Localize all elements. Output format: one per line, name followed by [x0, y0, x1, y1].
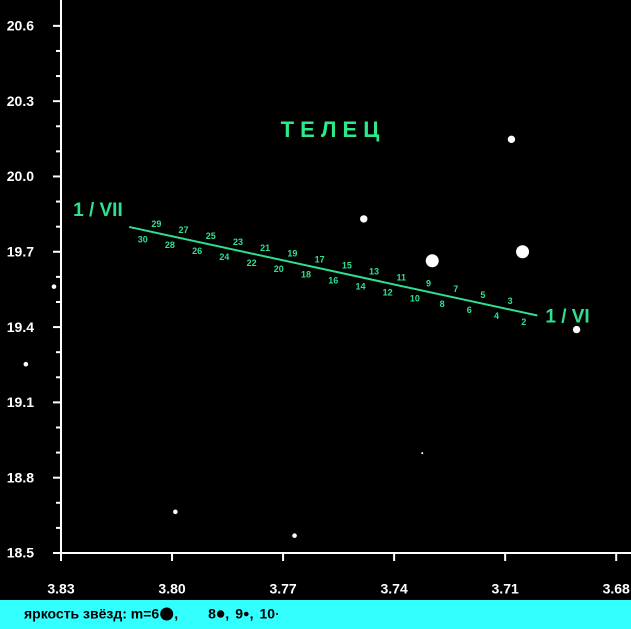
path-label: 1 / VII [73, 200, 123, 221]
x-tick-label: 3.71 [492, 581, 519, 597]
legend-dot [216, 610, 225, 618]
star [23, 361, 29, 367]
day-label: 21 [260, 243, 270, 253]
day-label: 10 [410, 293, 420, 303]
day-label: 28 [165, 240, 175, 250]
legend-value: 8 [208, 606, 216, 622]
legend-value: 9 [235, 606, 243, 622]
day-label: 17 [315, 255, 325, 265]
legend-separator: , [250, 606, 254, 622]
legend-bar [0, 600, 631, 629]
y-tick-label: 20.0 [7, 168, 34, 184]
legend-value: 10 [259, 606, 275, 622]
day-label: 15 [342, 261, 352, 271]
x-tick-label: 3.83 [47, 581, 74, 597]
star [173, 509, 178, 515]
day-label: 14 [355, 282, 365, 292]
day-label: 3 [508, 296, 513, 306]
day-label: 27 [179, 225, 189, 235]
legend-dot [243, 611, 249, 617]
star [507, 135, 516, 144]
x-tick-label: 3.80 [158, 581, 185, 597]
y-tick-label: 20.3 [7, 93, 34, 109]
legend-dot [160, 607, 174, 621]
y-tick-label: 20.6 [7, 18, 34, 34]
path-label: 1 / VI [545, 307, 589, 328]
legend-separator: , [174, 606, 178, 622]
day-label: 2 [521, 317, 526, 327]
star [421, 452, 424, 455]
y-tick-label: 19.4 [7, 319, 34, 335]
x-tick-label: 3.74 [380, 581, 407, 597]
day-label: 26 [192, 246, 202, 256]
day-label: 20 [274, 264, 284, 274]
day-label: 16 [328, 276, 338, 286]
y-tick-label: 18.5 [7, 545, 34, 561]
legend-value: 6 [151, 606, 159, 622]
day-label: 12 [383, 287, 393, 297]
day-label: 6 [467, 305, 472, 315]
day-label: 19 [287, 249, 297, 259]
star [425, 254, 439, 268]
star [572, 325, 581, 334]
y-tick-label: 19.7 [7, 243, 34, 259]
day-label: 30 [138, 234, 148, 244]
day-label: 24 [219, 252, 229, 262]
day-label: 4 [494, 311, 499, 321]
y-tick-label: 19.1 [7, 394, 34, 410]
chart-title: Т Е Л Е Ц [281, 117, 380, 142]
day-label: 29 [151, 219, 161, 229]
day-label: 23 [233, 237, 243, 247]
day-label: 7 [453, 284, 458, 294]
day-label: 13 [369, 266, 379, 276]
star [360, 215, 368, 223]
x-tick-label: 3.77 [269, 581, 296, 597]
y-tick-label: 18.8 [7, 469, 34, 485]
day-label: 18 [301, 270, 311, 280]
legend-dot [276, 613, 279, 615]
day-label: 9 [426, 278, 431, 288]
day-label: 22 [247, 258, 257, 268]
day-label: 25 [206, 231, 216, 241]
star [51, 284, 57, 289]
planet-path [128, 225, 538, 317]
legend-separator: , [225, 606, 229, 622]
day-label: 5 [480, 290, 485, 300]
x-tick-label: 3.68 [603, 581, 630, 597]
star [516, 245, 530, 259]
day-label: 8 [440, 299, 445, 309]
day-label: 11 [397, 272, 407, 282]
star [292, 533, 297, 538]
legend-label: яркость звёзд: m= [24, 606, 151, 622]
